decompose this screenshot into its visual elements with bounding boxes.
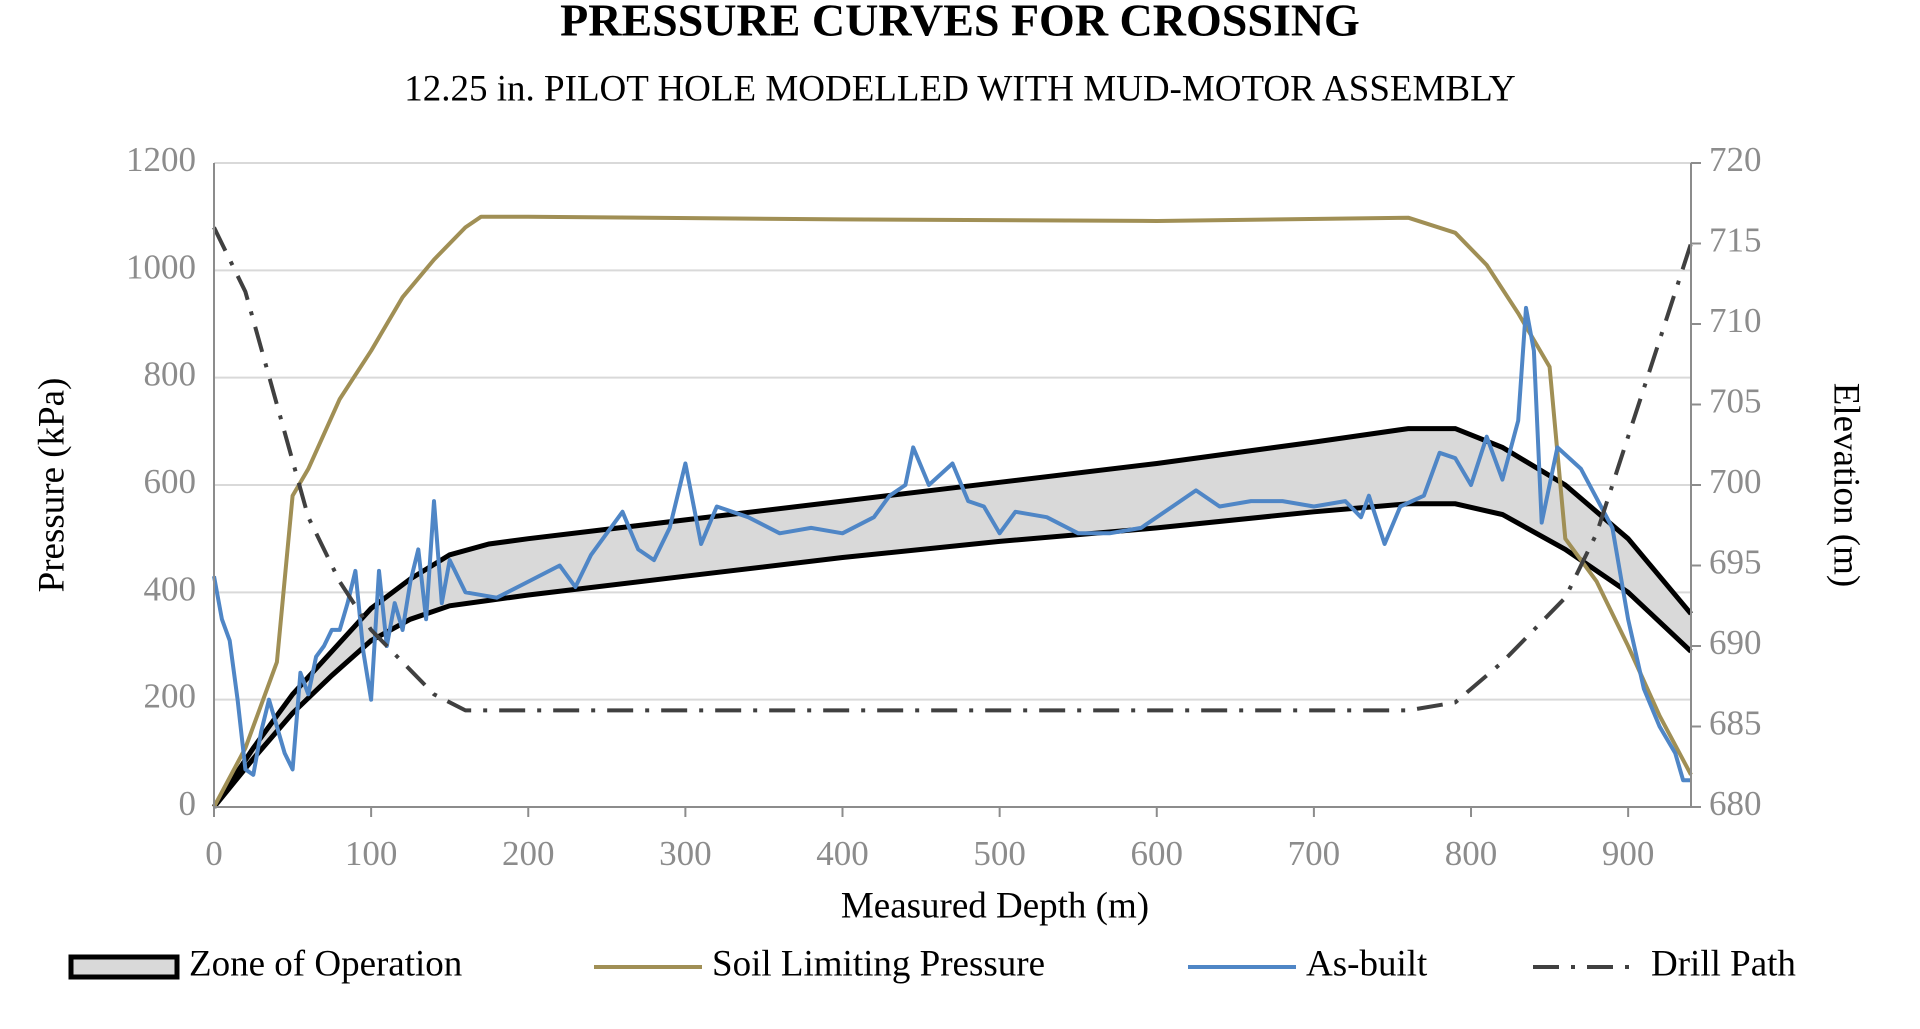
- y-tick-label: 1000: [126, 247, 196, 286]
- zone-upper-line: [211, 426, 1693, 809]
- y-tick-label: 0: [179, 784, 197, 823]
- legend-label: Soil Limiting Pressure: [712, 943, 1045, 984]
- y2-tick-label: 685: [1709, 704, 1762, 743]
- zone-area: [214, 428, 1691, 807]
- y2-tick-label: 720: [1709, 140, 1762, 179]
- chart-title: PRESSURE CURVES FOR CROSSING: [560, 0, 1360, 46]
- x-tick-label: 400: [816, 834, 869, 873]
- chart-subtitle: 12.25 in. PILOT HOLE MODELLED WITH MUD-M…: [404, 68, 1515, 109]
- legend-label: Zone of Operation: [189, 943, 462, 984]
- x-tick-label: 0: [205, 834, 223, 873]
- y2-tick-label: 705: [1709, 382, 1762, 421]
- x-tick-label: 500: [973, 834, 1026, 873]
- y2-tick-label: 690: [1709, 623, 1762, 662]
- series-line: [212, 214, 1693, 808]
- y2-tick-label: 700: [1709, 462, 1762, 501]
- x-tick-label: 800: [1445, 834, 1498, 873]
- x-tick-label: 100: [345, 834, 398, 873]
- x-tick-label: 300: [659, 834, 712, 873]
- y2-tick-label: 710: [1709, 301, 1762, 340]
- y2-axis-title: Elevation (m): [1826, 383, 1867, 587]
- zone-lower-line: [212, 501, 1693, 809]
- y-tick-label: 600: [144, 462, 197, 501]
- x-tick-label: 200: [502, 834, 555, 873]
- x-tick-label: 900: [1602, 834, 1655, 873]
- y-tick-label: 200: [144, 677, 197, 716]
- y-tick-label: 400: [144, 569, 197, 608]
- x-tick-label: 700: [1288, 834, 1341, 873]
- y2-tick-label: 715: [1709, 221, 1762, 260]
- y2-tick-label: 680: [1709, 784, 1762, 823]
- y2-tick-label: 695: [1709, 543, 1762, 582]
- series-line: [212, 226, 1693, 713]
- y-tick-label: 800: [144, 355, 197, 394]
- x-axis-title: Measured Depth (m): [841, 885, 1149, 926]
- legend-label: Drill Path: [1651, 943, 1796, 984]
- legend-label: As-built: [1306, 943, 1428, 984]
- legend-swatch: [68, 954, 180, 980]
- x-tick-label: 600: [1131, 834, 1184, 873]
- y-tick-label: 1200: [126, 140, 196, 179]
- y-axis-title: Pressure (kPa): [31, 378, 72, 593]
- series-line: [212, 305, 1691, 783]
